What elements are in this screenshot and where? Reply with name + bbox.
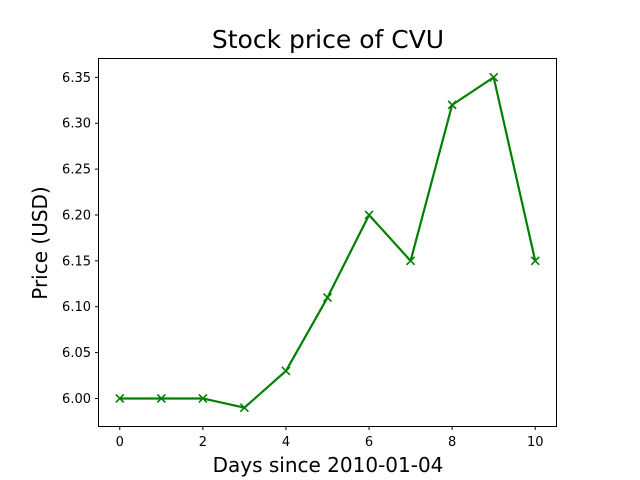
y-tick-label: 6.25 — [62, 163, 91, 178]
y-tick-label: 6.00 — [62, 392, 91, 407]
x-axis-title: Days since 2010-01-04 — [213, 453, 444, 477]
x-tick-label: 2 — [199, 435, 207, 450]
data-point-marker — [239, 403, 249, 413]
chart-title: Stock price of CVU — [212, 25, 444, 54]
data-point-marker — [447, 100, 457, 110]
data-point-marker — [156, 393, 166, 404]
data-point-marker — [115, 393, 125, 404]
data-point-marker — [281, 366, 291, 376]
y-tick-label: 6.15 — [62, 254, 91, 269]
y-tick-label: 6.20 — [62, 208, 91, 223]
data-point-marker — [530, 256, 540, 266]
data-point-marker — [198, 393, 208, 404]
x-tick-label: 0 — [116, 435, 124, 450]
y-tick-label: 6.10 — [62, 300, 91, 315]
x-tick-label: 4 — [282, 435, 290, 450]
x-tick-label: 6 — [365, 435, 373, 450]
data-point-marker — [489, 72, 499, 82]
y-axis-ticks: 6.00 6.05 6.10 6.15 6.20 6.25 6.30 6.35 — [62, 71, 99, 407]
x-axis-ticks: 0 2 4 6 8 10 — [116, 426, 544, 450]
x-tick-label: 8 — [448, 435, 456, 450]
y-tick-label: 6.35 — [62, 71, 91, 86]
y-tick-label: 6.30 — [62, 117, 91, 132]
data-point-marker — [364, 210, 374, 220]
series-layer — [115, 72, 540, 413]
series-line — [118, 76, 537, 409]
x-tick-label: 10 — [527, 435, 544, 450]
data-point-marker — [406, 256, 416, 266]
y-axis-title: Price (USD) — [28, 186, 52, 300]
plot-area-frame — [98, 58, 557, 427]
y-tick-label: 6.05 — [62, 346, 91, 361]
data-point-marker — [322, 292, 333, 303]
